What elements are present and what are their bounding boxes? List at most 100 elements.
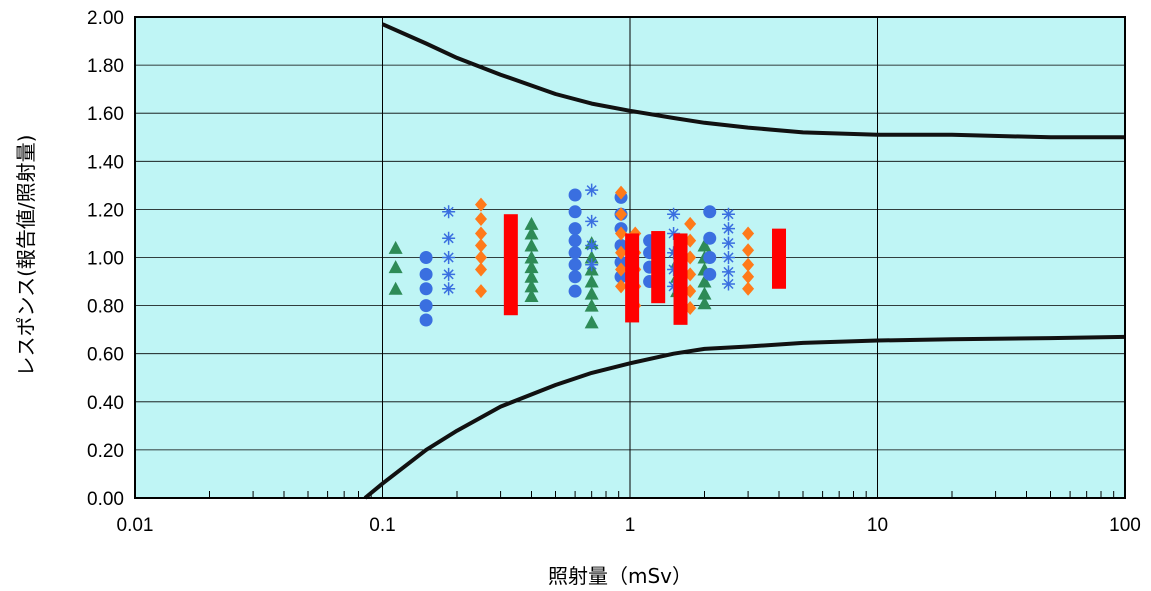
blue-asterisk-marker [585,258,599,272]
blue-circle-marker [568,258,582,272]
blue-circle-marker [419,251,433,264]
green-triangle-marker [388,240,403,254]
blue-asterisk-marker [585,214,599,228]
green-triangle-marker [524,260,539,274]
blue-asterisk-marker [721,222,735,236]
y-tick-label: 0.40 [87,393,124,414]
x-tick-label: 1 [625,515,636,536]
orange-diamond-marker [742,243,755,258]
red-range-bar [503,214,518,316]
blue-asterisk-marker [667,207,681,221]
y-tick-label: 1.80 [87,56,124,77]
y-tick-label: 0.00 [87,489,124,510]
blue-circle-marker [568,188,582,202]
data-markers [388,183,787,329]
upper-limit-curve [381,22,1125,140]
x-tick-label: 10 [867,515,888,536]
y-axis-title: レスポンス(報告値/照射量) [14,135,38,377]
green-triangle-marker [697,286,712,300]
blue-asterisk-marker [442,205,456,219]
blue-asterisk-marker [442,251,456,264]
orange-diamond-marker [474,262,487,277]
blue-circle-marker [419,267,433,281]
red-range-bar [651,231,666,304]
green-triangle-marker [388,260,403,274]
y-tick-labels: 0.00 0.20 0.40 0.60 0.80 1.00 1.20 1.40 1.60 1.80… [87,8,124,510]
blue-asterisk-marker [721,207,735,221]
green-triangle-marker [524,269,539,283]
green-triangle-marker [524,216,539,230]
limit-curves [363,22,1126,500]
blue-circle-marker [703,231,717,245]
x-axis-title: 照射量（mSv） [548,564,692,588]
red-range-bar [772,228,787,289]
blue-circle-marker [568,246,582,260]
green-triangle-marker [524,238,539,252]
green-triangle-marker [524,226,539,240]
y-tick-label: 0.80 [87,297,124,318]
blue-circle-marker [614,270,628,284]
green-triangle-marker [584,298,599,312]
green-triangle-marker [697,296,712,310]
green-triangle-marker [584,274,599,288]
orange-diamond-marker [474,226,487,241]
y-tick-label: 1.20 [87,200,124,221]
plot-frame [134,16,1126,499]
blue-circle-marker [568,222,582,236]
blue-asterisk-marker [442,282,456,296]
orange-diamond-marker [742,269,755,284]
orange-diamond-marker [474,238,487,253]
green-triangle-marker [584,315,599,329]
orange-diamond-marker [615,226,628,241]
blue-circle-marker [614,255,628,269]
blue-circle-marker [568,284,582,298]
blue-asterisk-marker [721,277,735,291]
blue-circle-marker [703,251,717,264]
blue-circle-marker [568,234,582,248]
blue-circle-marker [568,270,582,284]
orange-diamond-marker [474,284,487,299]
blue-circle-marker [419,282,433,296]
blue-circle-marker [703,205,717,219]
blue-circle-marker [614,238,628,252]
x-tick-labels: 0.01 0.1 1 10 100 [117,515,1141,536]
green-triangle-marker [388,281,403,295]
y-tick-label: 2.00 [87,8,124,29]
blue-circle-marker [703,267,717,281]
orange-diamond-marker [742,257,755,272]
orange-diamond-marker [742,226,755,241]
blue-asterisk-marker [585,238,599,252]
orange-diamond-marker [615,185,628,200]
green-triangle-marker [697,274,712,288]
blue-circle-marker [419,299,433,313]
blue-circle-marker [568,205,582,219]
lower-limit-curve [363,334,1126,500]
y-tick-label: 1.60 [87,104,124,125]
orange-diamond-marker [684,216,697,231]
green-triangle-marker [524,279,539,293]
red-range-bar [625,233,640,323]
green-triangle-marker [697,238,712,252]
blue-circle-marker [419,313,433,327]
y-tick-label: 0.60 [87,345,124,366]
blue-asterisk-marker [721,251,735,264]
green-triangle-marker [584,286,599,300]
blue-asterisk-marker [585,183,599,197]
plot-border [134,16,1126,499]
green-triangle-marker [524,250,539,264]
x-tick-label: 0.1 [369,515,395,536]
orange-diamond-marker [615,279,628,294]
blue-asterisk-marker [442,267,456,281]
orange-diamond-marker [615,245,628,260]
blue-asterisk-marker [442,231,456,245]
orange-diamond-marker [474,212,487,227]
orange-diamond-marker [615,207,628,222]
y-tick-label: 1.00 [87,249,124,270]
blue-asterisk-marker [721,236,735,250]
y-tick-label: 0.20 [87,441,124,462]
orange-diamond-marker [742,281,755,296]
orange-diamond-marker [474,250,487,265]
green-triangle-marker [524,288,539,302]
orange-diamond-marker [615,262,628,277]
x-tick-label: 100 [1109,515,1141,536]
